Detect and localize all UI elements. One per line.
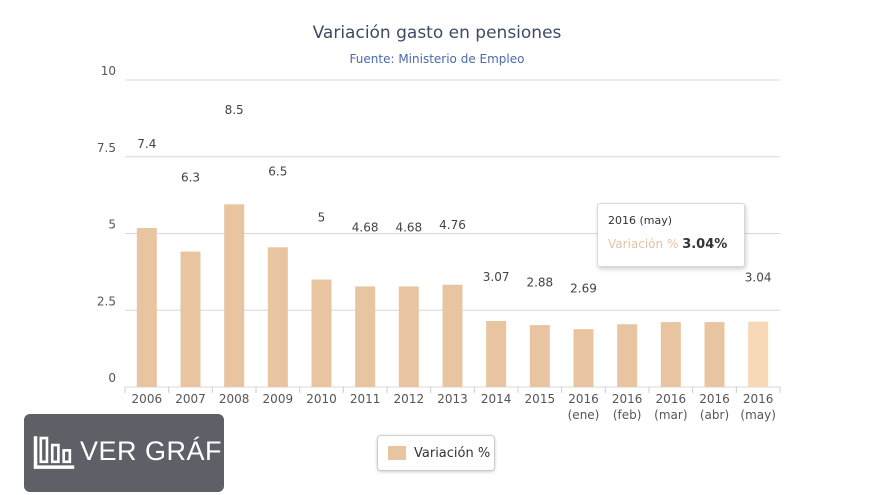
bar bbox=[224, 204, 245, 387]
data-label: 5 bbox=[318, 211, 326, 225]
x-tick-label: 2016 bbox=[568, 392, 599, 406]
data-label: 2.88 bbox=[526, 276, 553, 290]
x-tick-label: 2014 bbox=[481, 392, 512, 406]
x-tick-label: 2010 bbox=[306, 392, 337, 406]
data-label: 6.3 bbox=[181, 171, 200, 185]
data-label: 8.5 bbox=[225, 103, 244, 117]
bar-chart-icon bbox=[33, 436, 75, 469]
bar bbox=[748, 321, 769, 387]
legend-item-variacion[interactable]: Variación % bbox=[377, 435, 495, 471]
ver-grafico-button[interactable]: VER GRÁFICO bbox=[24, 414, 271, 492]
legend-label: Variación % bbox=[414, 445, 491, 461]
bar bbox=[136, 227, 157, 387]
x-tick-label: (ene) bbox=[568, 408, 600, 422]
tooltip-value: 3.04% bbox=[682, 237, 728, 252]
tooltip: 2016 (may) Variación % 3.04% bbox=[597, 203, 745, 267]
x-tick-label: (may) bbox=[740, 408, 776, 422]
bar bbox=[660, 322, 681, 387]
tooltip-header: 2016 (may) bbox=[608, 214, 673, 227]
x-tick-label: 2006 bbox=[132, 392, 163, 406]
x-tick-label: 2015 bbox=[525, 392, 556, 406]
bar bbox=[529, 325, 550, 387]
data-label: 6.5 bbox=[268, 164, 287, 178]
bar bbox=[180, 251, 201, 387]
y-tick-label: 7.5 bbox=[97, 141, 116, 155]
ver-grafico-label: VER GRÁFICO bbox=[80, 436, 272, 466]
x-tick-label: 2016 bbox=[743, 392, 774, 406]
x-tick-label: (mar) bbox=[654, 408, 687, 422]
bar bbox=[267, 247, 288, 387]
chart-subtitle: Fuente: Ministerio de Empleo bbox=[350, 52, 525, 66]
y-tick-label: 5 bbox=[108, 218, 116, 232]
bar bbox=[486, 321, 507, 387]
x-tick-label: 2009 bbox=[263, 392, 294, 406]
x-tick-label: 2008 bbox=[219, 392, 250, 406]
data-label: 2.69 bbox=[570, 281, 597, 295]
x-tick-label: 2016 bbox=[699, 392, 730, 406]
data-label: 7.4 bbox=[137, 137, 156, 151]
y-tick-label: 10 bbox=[101, 64, 116, 78]
bar bbox=[398, 286, 419, 387]
y-tick-label: 0 bbox=[108, 371, 116, 385]
x-tick-label: (feb) bbox=[613, 408, 642, 422]
data-label: 4.76 bbox=[439, 218, 466, 232]
bar bbox=[704, 322, 725, 387]
data-label: 3.07 bbox=[483, 270, 510, 284]
bar bbox=[355, 286, 376, 387]
bar bbox=[442, 284, 463, 387]
data-label: 3.04 bbox=[745, 271, 772, 285]
legend-swatch bbox=[388, 446, 406, 460]
x-tick-label: 2011 bbox=[350, 392, 381, 406]
bar bbox=[617, 324, 638, 387]
y-tick-label: 2.5 bbox=[97, 294, 116, 308]
tooltip-series: Variación % bbox=[608, 237, 679, 251]
data-label: 4.68 bbox=[352, 220, 379, 234]
x-tick-label: 2007 bbox=[175, 392, 206, 406]
x-tick-label: (abr) bbox=[700, 408, 729, 422]
x-tick-label: 2016 bbox=[656, 392, 687, 406]
x-tick-label: 2016 bbox=[612, 392, 643, 406]
bar bbox=[311, 279, 332, 387]
x-tick-label: 2013 bbox=[437, 392, 468, 406]
chart-title: Variación gasto en pensiones bbox=[313, 23, 562, 43]
data-label: 4.68 bbox=[395, 220, 422, 234]
bar bbox=[573, 329, 594, 387]
x-tick-label: 2012 bbox=[394, 392, 425, 406]
